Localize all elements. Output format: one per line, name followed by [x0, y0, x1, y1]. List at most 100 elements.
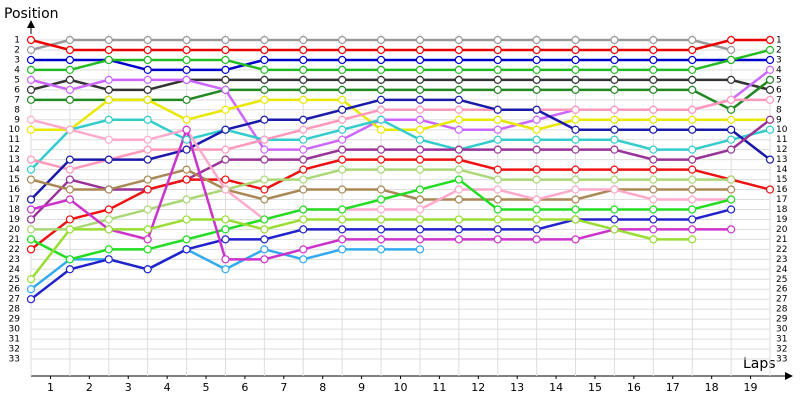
lap-marker	[493, 115, 502, 124]
lap-marker	[688, 225, 697, 234]
lap-marker	[221, 125, 230, 134]
lap-marker	[415, 205, 425, 214]
lap-marker	[376, 205, 386, 214]
lap-marker	[338, 65, 347, 75]
lap-marker	[143, 185, 152, 194]
lap-marker	[493, 215, 502, 224]
lap-marker	[571, 165, 580, 174]
lap-marker	[376, 215, 386, 224]
lap-marker	[688, 215, 697, 224]
lap-marker	[376, 245, 386, 254]
lap-marker	[649, 85, 658, 94]
lap-marker	[688, 165, 697, 174]
lap-marker	[65, 65, 74, 75]
y-axis-label: Position	[4, 6, 59, 22]
y-tick-label: 30	[9, 325, 21, 335]
lap-marker	[338, 125, 347, 134]
lap-marker	[415, 145, 425, 154]
lap-marker	[376, 45, 386, 55]
lap-marker	[376, 35, 386, 45]
lap-marker	[454, 165, 463, 174]
lap-marker	[260, 55, 269, 65]
lap-marker	[765, 65, 775, 75]
lap-marker	[376, 165, 386, 174]
lap-marker	[765, 95, 775, 104]
lap-marker	[649, 45, 658, 55]
x-tick-label: 1	[47, 381, 54, 394]
lap-marker	[143, 65, 152, 75]
lap-marker	[104, 185, 113, 194]
lap-marker	[26, 195, 36, 204]
lap-marker	[727, 225, 736, 234]
lap-marker	[532, 105, 541, 114]
y-tick-label-right: 19	[776, 215, 788, 225]
y-tick-label-right: 16	[776, 185, 788, 195]
lap-marker	[104, 75, 113, 84]
lap-marker	[649, 105, 658, 114]
lap-marker	[182, 115, 191, 124]
x-tick-label: 16	[627, 381, 641, 394]
lap-marker	[493, 175, 502, 184]
lap-marker	[571, 185, 580, 194]
lap-marker	[299, 185, 308, 194]
x-tick-label: 5	[203, 381, 210, 394]
y-tick-label: 2	[14, 45, 20, 55]
lap-marker	[649, 175, 658, 184]
y-tick-label-right: 24	[776, 265, 788, 275]
lap-marker	[571, 205, 580, 214]
lap-marker	[415, 225, 425, 234]
lap-marker	[493, 85, 502, 94]
lap-marker	[143, 205, 152, 214]
lap-marker	[299, 75, 308, 84]
lap-marker	[338, 85, 347, 94]
lap-marker	[104, 225, 113, 234]
lap-marker	[688, 55, 697, 65]
lap-marker	[454, 85, 463, 94]
lap-marker	[688, 115, 697, 124]
lap-marker	[182, 55, 191, 65]
series-line	[31, 48, 771, 72]
series-line	[31, 58, 770, 72]
lap-marker	[571, 45, 580, 55]
lap-marker	[65, 225, 74, 234]
lap-marker	[221, 215, 230, 224]
y-tick-label: 20	[9, 225, 21, 235]
y-tick-label: 6	[14, 85, 20, 95]
lap-marker	[493, 185, 502, 194]
lap-marker	[415, 65, 425, 75]
lap-marker	[260, 115, 269, 124]
y-tick-label: 5	[14, 75, 20, 85]
lap-marker	[610, 215, 619, 224]
lap-marker	[415, 85, 425, 94]
lap-marker	[182, 215, 191, 224]
lap-marker	[221, 185, 230, 194]
lap-marker	[65, 165, 74, 174]
lap-marker	[182, 95, 191, 104]
lap-marker	[221, 45, 230, 55]
x-tick-label: 4	[164, 381, 171, 394]
lap-marker	[26, 65, 36, 75]
y-tick-label-right: 13	[776, 155, 787, 165]
y-tick-label-right: 12	[776, 145, 787, 155]
x-tick-label: 13	[510, 381, 524, 394]
lap-marker	[493, 75, 502, 84]
lap-marker	[338, 75, 347, 84]
lap-marker	[260, 235, 269, 244]
lap-marker	[649, 225, 658, 234]
lap-marker	[532, 65, 541, 75]
lap-marker	[26, 275, 36, 284]
lap-marker	[415, 45, 425, 55]
lap-marker	[26, 175, 36, 184]
lap-marker	[765, 85, 775, 94]
y-tick-label-right: 9	[776, 115, 782, 125]
lap-marker	[104, 85, 113, 94]
lap-marker	[454, 155, 463, 164]
lap-marker	[221, 75, 230, 84]
lap-marker	[221, 145, 230, 154]
lap-marker	[299, 215, 308, 224]
lap-marker	[493, 35, 502, 45]
lap-marker	[65, 45, 74, 55]
lap-marker	[299, 115, 308, 124]
lap-marker	[143, 75, 152, 84]
lap-marker	[765, 125, 775, 134]
